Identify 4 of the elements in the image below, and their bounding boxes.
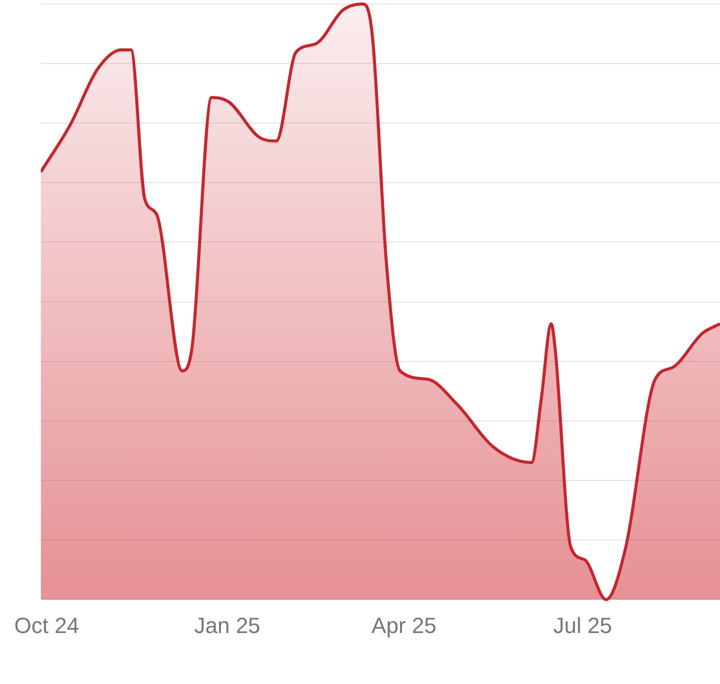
x-tick-label: Apr 25 [372,612,436,638]
x-tick-label: Jul 25 [553,612,612,638]
x-tick-label: Jan 25 [194,612,260,638]
x-tick-label: Oct 24 [14,612,80,638]
